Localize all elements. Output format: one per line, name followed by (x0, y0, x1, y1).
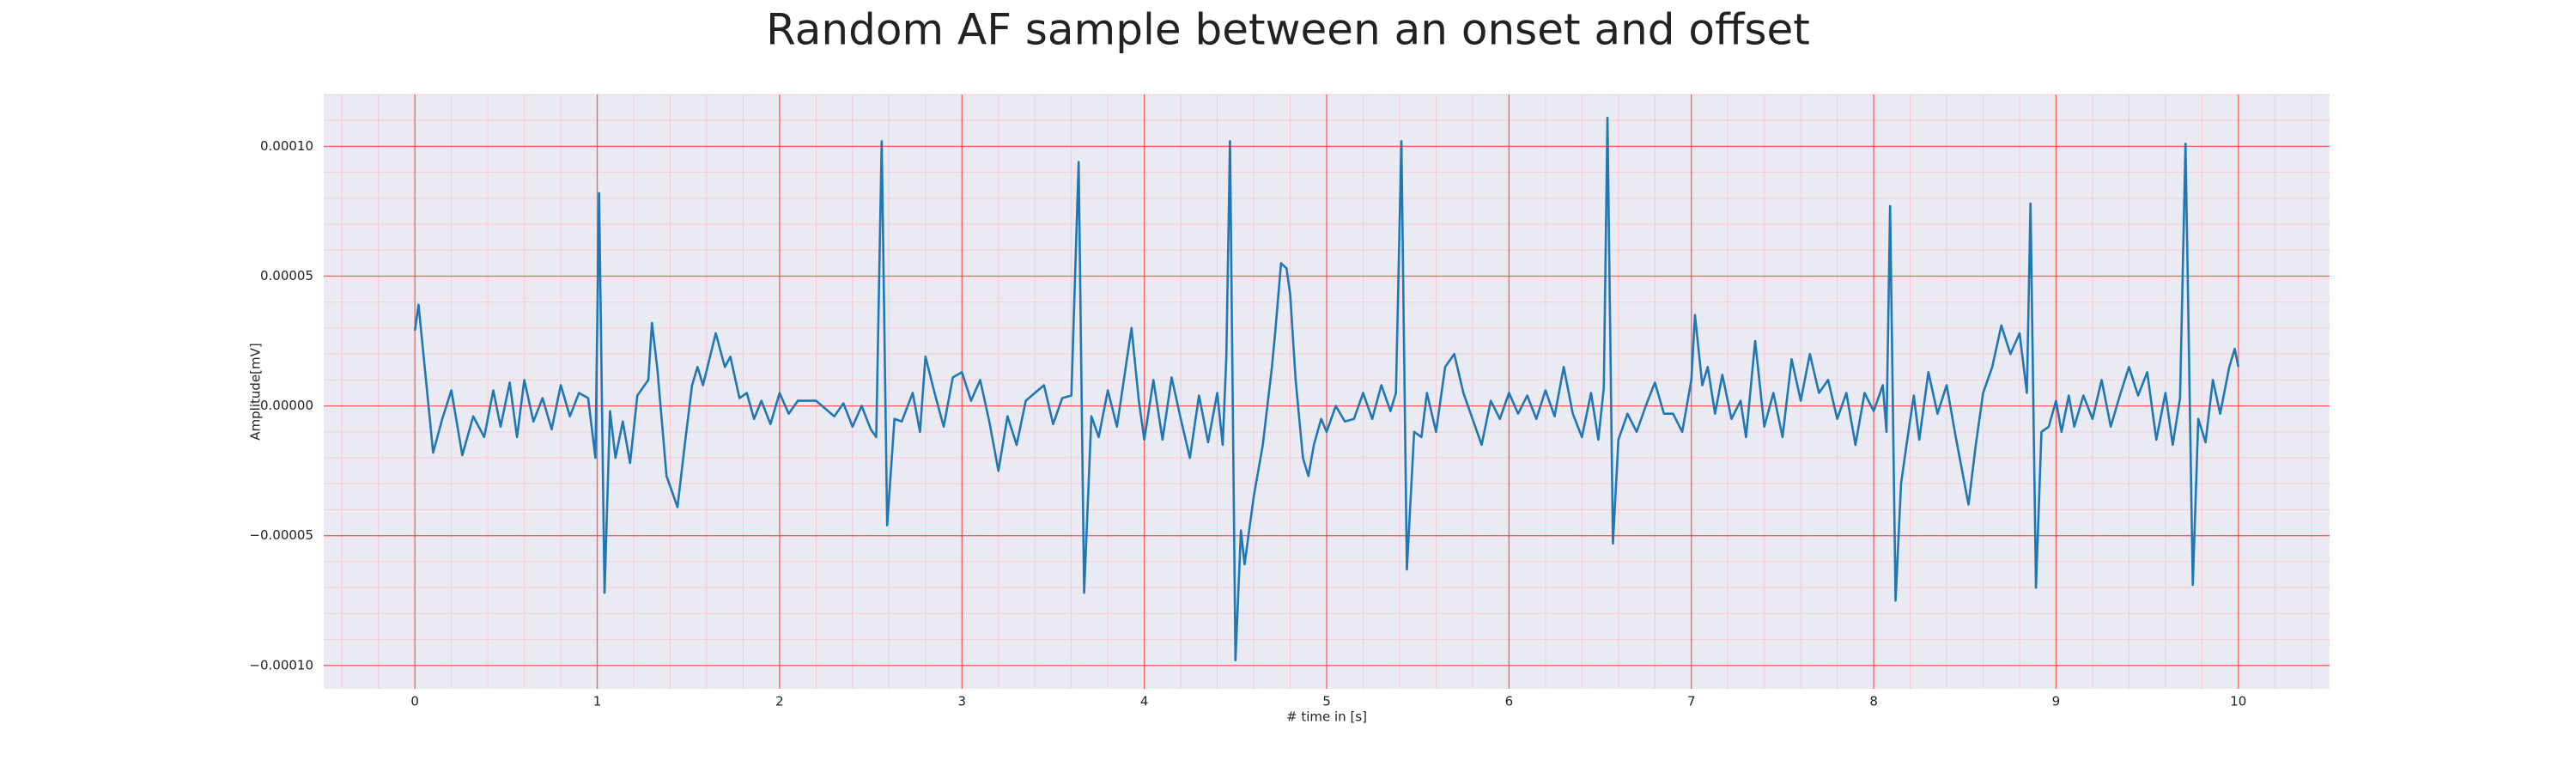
y-axis-label: Amplitude[mV] (248, 343, 264, 440)
x-axis-label: # time in [s] (1286, 709, 1367, 725)
x-tick-label: 0 (410, 694, 419, 709)
y-tick-label: 0.00000 (260, 398, 313, 413)
x-tick-label: 4 (1140, 694, 1149, 709)
y-tick-label: 0.00010 (260, 138, 313, 154)
x-tick-label: 10 (2230, 694, 2246, 709)
signal-line (413, 116, 2240, 662)
y-tick-label: −0.00005 (249, 527, 313, 543)
y-tick-label: 0.00005 (260, 268, 313, 283)
y-tick-label: −0.00010 (249, 657, 313, 673)
x-tick-label: 7 (1687, 694, 1696, 709)
x-tick-label: 9 (2052, 694, 2061, 709)
x-tick-label: 3 (957, 694, 966, 709)
x-tick-label: 6 (1505, 694, 1514, 709)
x-tick-label: 5 (1322, 694, 1331, 709)
x-tick-label: 1 (593, 694, 602, 709)
x-tick-label: 2 (775, 694, 784, 709)
x-tick-label: 8 (1869, 694, 1878, 709)
chart-title: Random AF sample between an onset and of… (766, 5, 1810, 55)
